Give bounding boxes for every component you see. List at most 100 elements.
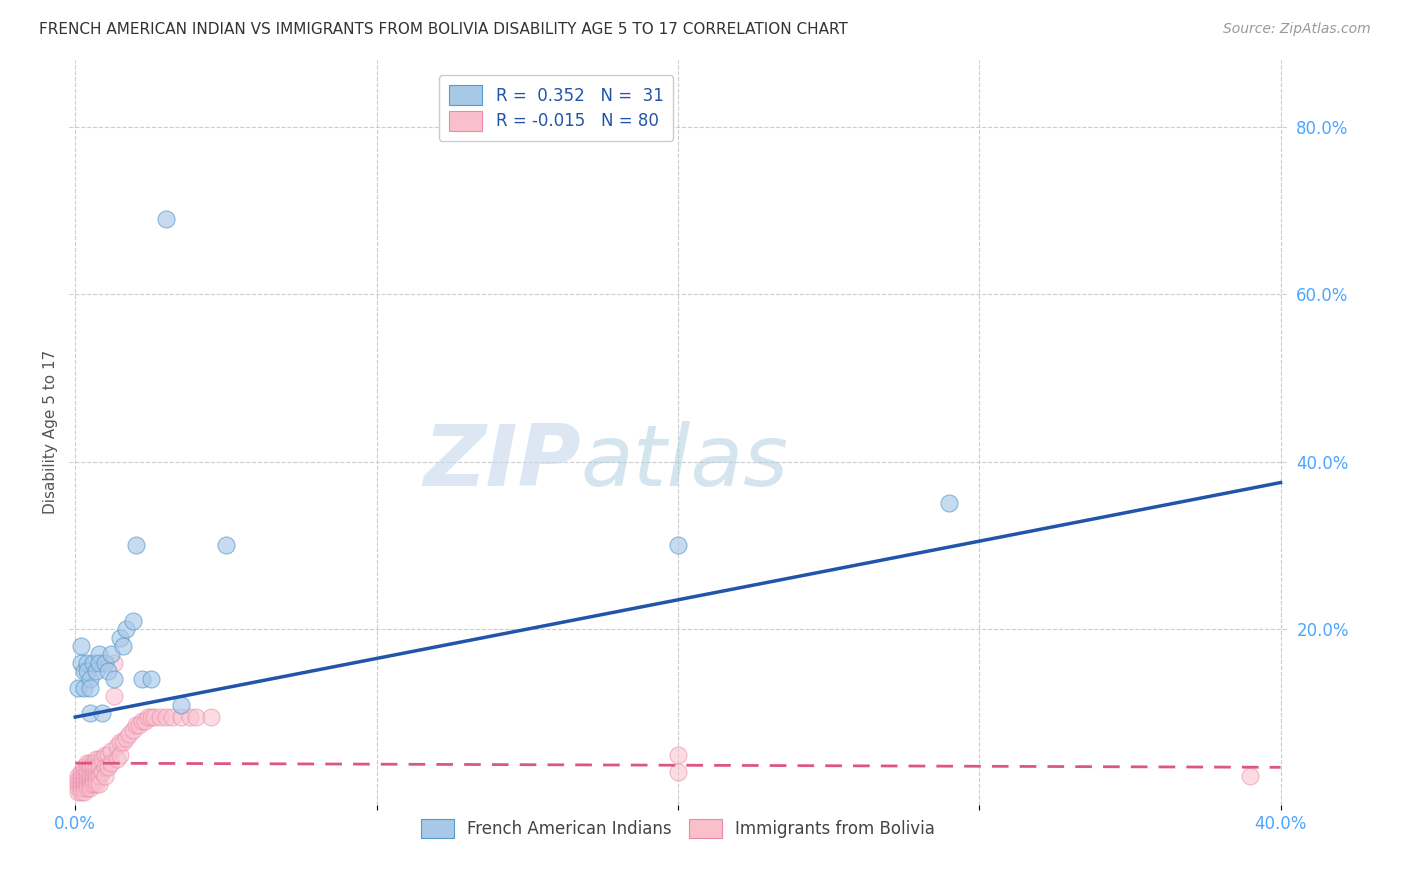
Point <box>91 764 114 779</box>
Point <box>94 747 117 762</box>
Point <box>170 710 193 724</box>
Point <box>89 760 111 774</box>
Point <box>73 681 96 695</box>
Point <box>70 777 93 791</box>
Point <box>79 706 101 720</box>
Point <box>97 760 120 774</box>
Point <box>70 781 93 796</box>
Point <box>124 538 146 552</box>
Point <box>82 760 104 774</box>
Point <box>136 710 159 724</box>
Text: atlas: atlas <box>581 421 789 504</box>
Y-axis label: Disability Age 5 to 17: Disability Age 5 to 17 <box>44 351 58 515</box>
Point <box>170 698 193 712</box>
Point <box>103 656 125 670</box>
Point <box>67 769 90 783</box>
Point <box>184 710 207 724</box>
Point <box>115 731 138 745</box>
Point <box>73 664 96 678</box>
Point <box>107 739 129 754</box>
Point <box>155 211 177 226</box>
Point <box>82 769 104 783</box>
Point <box>70 656 93 670</box>
Point <box>82 656 104 670</box>
Point <box>94 769 117 783</box>
Point <box>89 769 111 783</box>
Point <box>79 760 101 774</box>
Point <box>73 781 96 796</box>
Point <box>70 639 93 653</box>
Point <box>82 772 104 787</box>
Point <box>76 777 98 791</box>
Point <box>76 764 98 779</box>
Point <box>89 777 111 791</box>
Point <box>134 714 156 729</box>
Point <box>76 769 98 783</box>
Point <box>70 785 93 799</box>
Point <box>89 656 111 670</box>
Point <box>115 622 138 636</box>
Point <box>79 673 101 687</box>
Point <box>67 785 90 799</box>
Point <box>118 727 141 741</box>
Point <box>112 639 135 653</box>
Point <box>149 710 172 724</box>
Point <box>70 772 93 787</box>
Point <box>131 673 153 687</box>
Point <box>139 673 162 687</box>
Point <box>73 772 96 787</box>
Point <box>67 777 90 791</box>
Point <box>79 769 101 783</box>
Point <box>86 777 108 791</box>
Point <box>82 777 104 791</box>
Point <box>86 664 108 678</box>
Point <box>100 647 122 661</box>
Point <box>79 777 101 791</box>
Point <box>91 706 114 720</box>
Point <box>73 777 96 791</box>
Point <box>79 781 101 796</box>
Point <box>82 756 104 771</box>
Point <box>94 656 117 670</box>
Point <box>139 710 162 724</box>
Point <box>938 496 960 510</box>
Point <box>86 772 108 787</box>
Point <box>86 760 108 774</box>
Point <box>76 756 98 771</box>
Legend: French American Indians, Immigrants from Bolivia: French American Indians, Immigrants from… <box>413 813 942 845</box>
Point <box>97 664 120 678</box>
Point <box>67 772 90 787</box>
Point <box>70 764 93 779</box>
Point <box>128 718 150 732</box>
Point <box>97 747 120 762</box>
Point <box>67 681 90 695</box>
Point <box>142 710 165 724</box>
Point <box>110 631 132 645</box>
Point <box>76 664 98 678</box>
Point <box>666 764 689 779</box>
Text: FRENCH AMERICAN INDIAN VS IMMIGRANTS FROM BOLIVIA DISABILITY AGE 5 TO 17 CORRELA: FRENCH AMERICAN INDIAN VS IMMIGRANTS FRO… <box>39 22 848 37</box>
Point <box>76 656 98 670</box>
Point <box>103 673 125 687</box>
Point <box>76 772 98 787</box>
Point <box>70 769 93 783</box>
Point <box>73 764 96 779</box>
Point <box>89 752 111 766</box>
Point <box>100 743 122 757</box>
Point <box>91 752 114 766</box>
Point <box>110 747 132 762</box>
Point <box>155 710 177 724</box>
Point <box>112 735 135 749</box>
Point <box>67 781 90 796</box>
Point <box>86 752 108 766</box>
Point <box>160 710 183 724</box>
Point <box>94 760 117 774</box>
Point <box>1239 769 1261 783</box>
Point <box>107 752 129 766</box>
Text: ZIP: ZIP <box>423 421 581 504</box>
Point <box>100 756 122 771</box>
Point <box>200 710 222 724</box>
Point <box>124 718 146 732</box>
Point <box>215 538 238 552</box>
Point <box>121 614 143 628</box>
